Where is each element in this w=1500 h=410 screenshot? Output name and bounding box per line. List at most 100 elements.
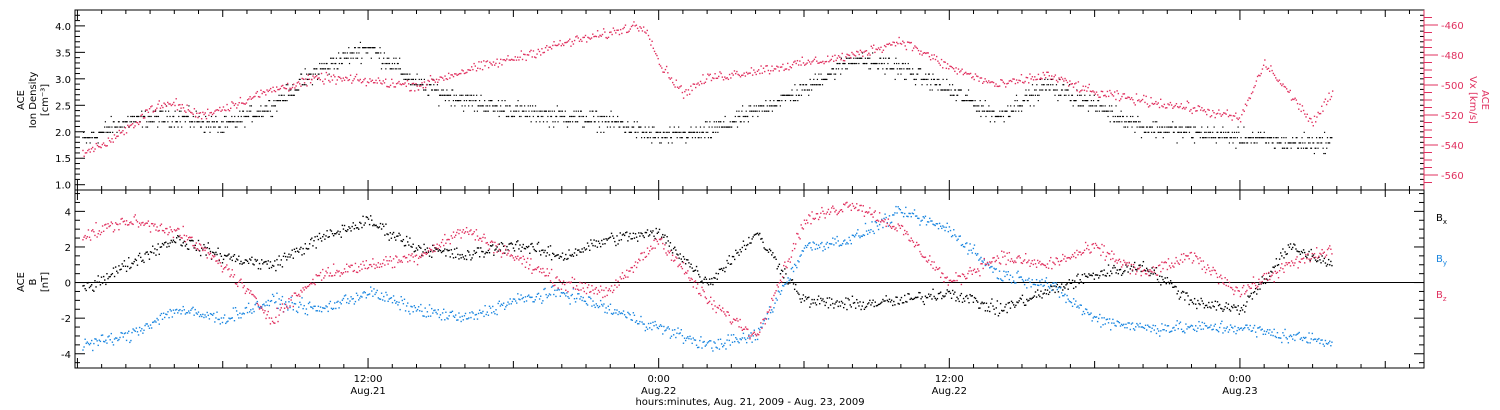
velocity-point bbox=[209, 112, 211, 114]
velocity-point bbox=[411, 82, 414, 85]
b-x-point bbox=[1293, 243, 1295, 245]
velocity-point bbox=[1238, 117, 1241, 119]
b-x-point bbox=[1180, 292, 1183, 294]
density-point bbox=[1171, 126, 1173, 128]
b-y-point bbox=[531, 296, 533, 298]
density-point bbox=[676, 137, 678, 139]
density-point bbox=[1148, 131, 1150, 133]
b-y-point bbox=[874, 220, 876, 223]
b-x-point bbox=[795, 283, 797, 286]
density-point bbox=[349, 52, 351, 54]
velocity-point bbox=[146, 109, 148, 111]
b-y-point bbox=[501, 304, 504, 306]
density-point bbox=[951, 94, 953, 96]
velocity-point bbox=[1118, 99, 1121, 102]
density-point bbox=[863, 62, 865, 65]
density-point bbox=[504, 100, 506, 102]
density-point bbox=[1108, 105, 1111, 107]
density-point bbox=[881, 62, 883, 65]
velocity-point bbox=[266, 89, 268, 91]
density-point bbox=[656, 131, 658, 133]
b-y-point bbox=[110, 332, 113, 335]
b-y-point bbox=[145, 323, 147, 325]
density-point bbox=[1212, 131, 1214, 133]
b-x-point bbox=[477, 247, 480, 249]
density-point bbox=[603, 115, 606, 118]
velocity-point bbox=[604, 31, 606, 33]
b-y-point bbox=[786, 281, 788, 283]
velocity-point bbox=[1236, 117, 1238, 119]
density-point bbox=[1204, 137, 1207, 139]
density-point bbox=[536, 110, 538, 112]
b-y-point bbox=[961, 243, 964, 246]
velocity-point bbox=[427, 79, 429, 82]
b-x-point bbox=[364, 222, 366, 224]
top-left-tick-label: 3.0 bbox=[55, 75, 71, 86]
density-point bbox=[109, 131, 112, 133]
b-x-point bbox=[1099, 274, 1101, 277]
b-x-point bbox=[1205, 304, 1208, 307]
b-x-point bbox=[1197, 299, 1199, 302]
velocity-point bbox=[438, 79, 440, 81]
density-point bbox=[852, 62, 854, 65]
b-y-point bbox=[987, 263, 990, 265]
density-point bbox=[883, 62, 885, 65]
b-y-point bbox=[1079, 304, 1081, 306]
velocity-point bbox=[1133, 102, 1135, 104]
b-y-point bbox=[648, 327, 651, 329]
b-x-point bbox=[1153, 269, 1155, 271]
density-point bbox=[898, 68, 901, 70]
density-point bbox=[309, 73, 311, 75]
density-point bbox=[195, 110, 197, 112]
velocity-point bbox=[351, 82, 353, 84]
density-point bbox=[183, 115, 185, 118]
b-y-point bbox=[845, 243, 847, 245]
density-point bbox=[999, 115, 1002, 118]
velocity-point bbox=[160, 104, 163, 107]
density-point bbox=[987, 110, 989, 112]
velocity-point bbox=[387, 86, 389, 88]
velocity-point bbox=[917, 49, 920, 52]
density-point bbox=[130, 115, 132, 118]
b-y-point bbox=[1104, 323, 1106, 325]
density-point bbox=[391, 62, 393, 65]
density-point bbox=[683, 131, 686, 133]
density-point bbox=[417, 84, 419, 86]
density-point bbox=[242, 110, 245, 112]
b-y-point bbox=[849, 239, 851, 242]
b-y-point bbox=[893, 214, 895, 216]
density-point bbox=[210, 115, 213, 118]
b-y-point bbox=[305, 308, 308, 310]
density-point bbox=[210, 126, 212, 128]
velocity-point bbox=[1012, 78, 1014, 80]
b-y-point bbox=[717, 338, 720, 341]
b-x-point bbox=[459, 254, 461, 256]
density-point bbox=[844, 62, 846, 65]
b-x-point bbox=[866, 303, 869, 305]
density-point bbox=[1096, 110, 1098, 112]
b-x-point bbox=[246, 260, 249, 263]
density-point bbox=[146, 121, 148, 123]
density-point bbox=[1086, 100, 1088, 102]
b-y-point bbox=[179, 308, 181, 311]
b-x-point bbox=[958, 300, 960, 303]
velocity-point bbox=[289, 87, 291, 90]
density-point bbox=[789, 100, 792, 102]
b-x-point bbox=[510, 242, 512, 244]
density-point bbox=[1108, 110, 1110, 112]
b-x-point bbox=[822, 298, 824, 300]
b-x-point bbox=[1148, 270, 1150, 273]
b-x-point bbox=[1286, 253, 1288, 255]
b-x-point bbox=[122, 265, 124, 267]
density-point bbox=[245, 115, 247, 118]
velocity-point bbox=[127, 124, 129, 127]
bottom-tick-label: 2 bbox=[65, 243, 71, 254]
velocity-point bbox=[187, 109, 190, 111]
density-point bbox=[713, 121, 715, 123]
b-y-point bbox=[935, 223, 938, 225]
density-point bbox=[830, 73, 832, 75]
b-x-point bbox=[124, 265, 127, 267]
density-point bbox=[899, 68, 901, 70]
density-point bbox=[312, 73, 314, 75]
density-point bbox=[353, 52, 355, 54]
